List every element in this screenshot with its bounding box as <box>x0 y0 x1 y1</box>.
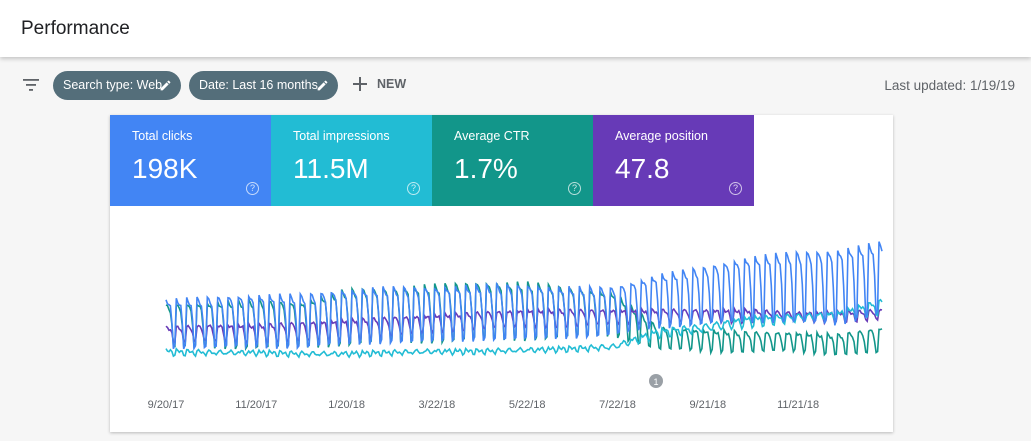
edit-icon <box>160 80 171 91</box>
metric-tile-total-impressions[interactable]: Total impressions 11.5M? <box>271 115 432 206</box>
metric-label: Total impressions <box>293 129 390 143</box>
metric-value: 198K <box>132 153 198 184</box>
new-filter-button[interactable]: NEW <box>353 77 406 91</box>
annotation-label: 1 <box>653 377 658 387</box>
x-tick-label: 11/20/17 <box>235 399 277 411</box>
series-line-total-impressions <box>165 298 883 359</box>
edit-icon <box>317 80 328 91</box>
help-icon[interactable]: ? <box>568 182 581 195</box>
metric-value: 1.7% <box>454 153 518 184</box>
performance-chart: 9/20/17 11/20/17 1/20/18 3/22/18 5/22/18 7/22… <box>148 241 883 411</box>
x-tick-label: 9/21/18 <box>689 399 726 411</box>
chip-label: Date: Last 16 months <box>199 78 318 92</box>
metric-tile-total-clicks[interactable]: Total clicks 198K? <box>110 115 271 206</box>
date-range-chip[interactable]: Date: Last 16 months <box>189 71 338 100</box>
last-updated: Last updated: 1/19/19 <box>884 78 1015 93</box>
x-tick-label: 9/20/17 <box>148 399 185 411</box>
help-icon[interactable]: ? <box>246 182 259 195</box>
metric-value: 11.5M <box>293 153 369 184</box>
metric-tile-average-ctr[interactable]: Average CTR 1.7%? <box>432 115 593 206</box>
x-tick-label: 3/22/18 <box>419 399 456 411</box>
metric-label: Average CTR <box>454 129 530 143</box>
page-title: Performance <box>21 18 130 39</box>
new-label: NEW <box>377 77 407 91</box>
chip-label: Search type: Web <box>63 78 163 92</box>
search-type-chip[interactable]: Search type: Web <box>53 71 181 100</box>
plus-icon <box>353 77 367 91</box>
metric-label: Total clicks <box>132 129 193 143</box>
metric-label: Average position <box>615 129 708 143</box>
filter-icon[interactable] <box>22 78 40 92</box>
help-icon[interactable]: ? <box>729 182 742 195</box>
metric-tile-average-position[interactable]: Average position 47.8? <box>593 115 754 206</box>
metric-value: 47.8 <box>615 153 670 184</box>
performance-card: Total clicks 198K? Total impressions 11.5M?… <box>110 115 893 432</box>
annotation-marker[interactable]: 1 <box>649 374 663 388</box>
app-header: Performance <box>0 0 1031 57</box>
x-tick-label: 5/22/18 <box>509 399 546 411</box>
x-tick-label: 1/20/18 <box>328 399 365 411</box>
x-tick-label: 7/22/18 <box>599 399 636 411</box>
series-line-total-clicks <box>165 241 883 352</box>
x-tick-label: 11/21/18 <box>777 399 819 411</box>
help-icon[interactable]: ? <box>407 182 420 195</box>
